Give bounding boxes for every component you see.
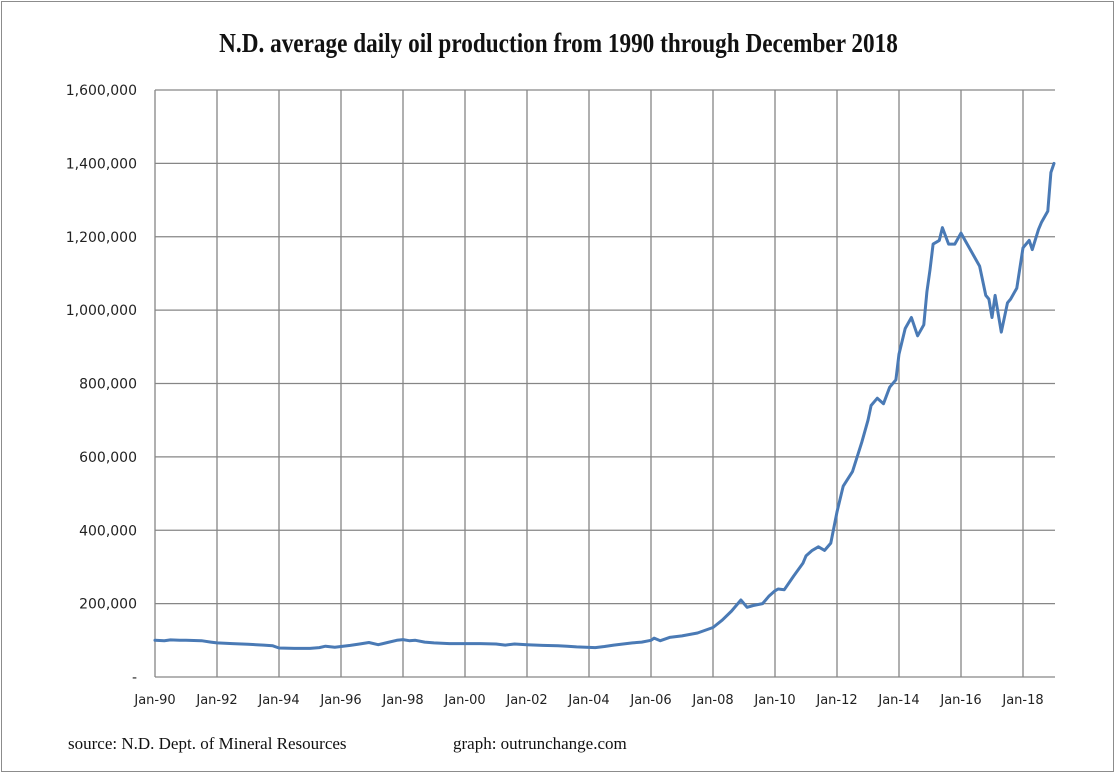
y-tick-label: 800,000 xyxy=(79,377,137,393)
graph-credit: graph: outrunchange.com xyxy=(453,734,627,753)
y-tick-label: 400,000 xyxy=(79,523,137,539)
series-group xyxy=(153,161,1056,650)
x-tick-label: Jan-14 xyxy=(877,693,919,708)
y-tick-label: 1,200,000 xyxy=(66,230,137,246)
chart-title: N.D. average daily oil production from 1… xyxy=(219,28,898,58)
x-tick-label: Jan-10 xyxy=(753,693,795,708)
x-tick-label: Jan-06 xyxy=(629,693,671,708)
x-tick-label: Jan-12 xyxy=(815,693,857,708)
x-tick-label: Jan-90 xyxy=(133,693,175,708)
x-tick-label: Jan-00 xyxy=(443,693,485,708)
y-tick-label: 1,400,000 xyxy=(66,156,137,172)
x-tick-label: Jan-18 xyxy=(1001,693,1043,708)
y-tick-label: 600,000 xyxy=(79,450,137,466)
x-tick-label: Jan-98 xyxy=(381,693,423,708)
grid-lines xyxy=(154,89,1055,678)
y-tick-label: 1,600,000 xyxy=(66,83,137,99)
y-axis-ticks: - 200,000 400,000 600,000 800,000 1,000,000 1,… xyxy=(66,83,137,686)
y-tick-label: 1,000,000 xyxy=(66,303,137,319)
x-tick-label: Jan-94 xyxy=(257,693,299,708)
x-tick-label: Jan-04 xyxy=(567,693,609,708)
y-tick-label: 200,000 xyxy=(79,597,137,613)
x-tick-label: Jan-08 xyxy=(691,693,733,708)
x-axis-ticks: Jan-90 Jan-92 Jan-94 Jan-96 Jan-98 Jan-00 Jan-… xyxy=(133,693,1043,708)
x-tick-label: Jan-02 xyxy=(505,693,547,708)
x-tick-label: Jan-92 xyxy=(195,693,237,708)
x-tick-label: Jan-16 xyxy=(939,693,981,708)
x-tick-label: Jan-96 xyxy=(319,693,361,708)
series-line xyxy=(153,161,1056,650)
y-tick-label: - xyxy=(132,670,137,686)
source-credit: source: N.D. Dept. of Mineral Resources xyxy=(68,734,347,753)
